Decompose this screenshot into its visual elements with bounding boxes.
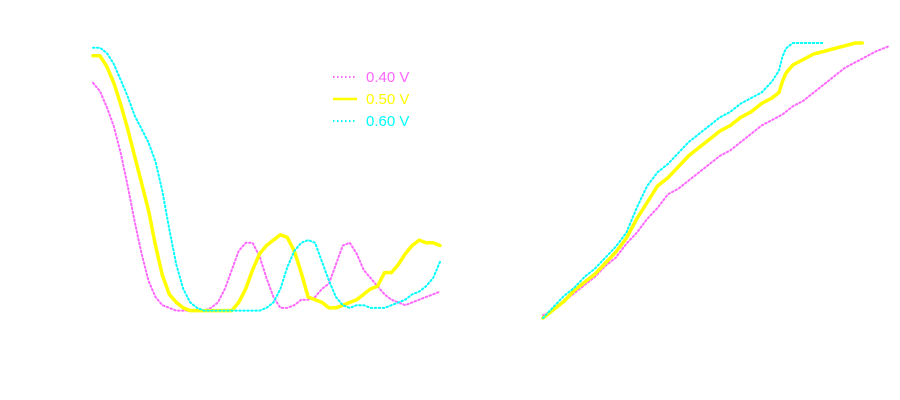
chart-legend: 0.40 V 0.50 V 0.60 V (333, 69, 409, 130)
left-series-line-060 (92, 46, 441, 312)
left-plot-panel (91, 46, 442, 313)
left-series-line-050 (91, 54, 442, 313)
right-series-line-060 (542, 42, 826, 319)
right-series-line-050 (541, 41, 864, 320)
legend-label-050: 0.50 V (366, 91, 409, 108)
legend-label-040: 0.40 V (366, 69, 409, 86)
legend-label-060: 0.60 V (366, 113, 409, 130)
left-series-line-040 (92, 81, 441, 312)
right-series-line-040 (542, 44, 891, 317)
right-plot-panel (541, 41, 891, 320)
